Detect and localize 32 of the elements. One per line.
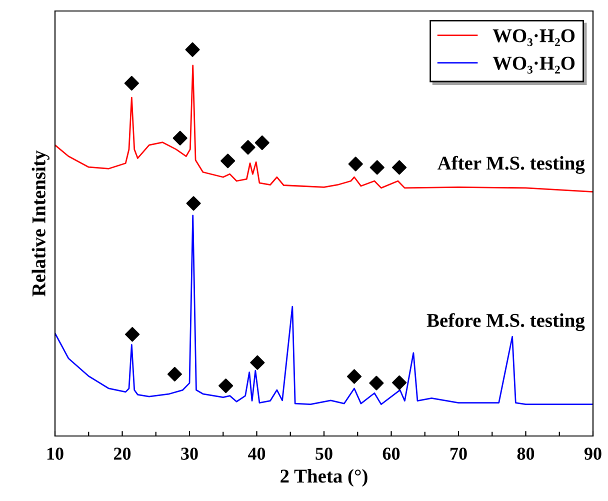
point xyxy=(167,366,182,382)
x-tick-label: 70 xyxy=(450,448,467,460)
point xyxy=(172,130,188,146)
point xyxy=(369,376,384,390)
point xyxy=(392,375,407,390)
point xyxy=(185,42,200,57)
annotation: After M.S. testing xyxy=(438,156,585,174)
x-tick-label: 80 xyxy=(517,448,534,460)
x-tick-label: 50 xyxy=(316,448,332,460)
point xyxy=(218,378,234,394)
point xyxy=(348,156,363,172)
x-tick-label: 40 xyxy=(248,448,266,460)
point xyxy=(346,369,362,384)
point xyxy=(124,76,139,91)
x-axis-title: 2 Theta (°) xyxy=(280,469,368,487)
point xyxy=(392,160,407,175)
point xyxy=(125,327,140,342)
x-tick-label: 60 xyxy=(382,448,400,460)
point xyxy=(240,140,256,155)
legend-label: WO₃·H₂O xyxy=(492,29,575,46)
point xyxy=(250,355,265,370)
annotation: Before M.S. testing xyxy=(426,313,585,332)
x-tick-label: 20 xyxy=(114,448,131,460)
point xyxy=(186,196,201,211)
point xyxy=(220,154,236,168)
legend-label: WO₃·H₂O xyxy=(492,56,575,74)
x-tick-label: 10 xyxy=(47,448,64,460)
x-tick-label: 30 xyxy=(181,448,198,460)
y-axis-title: Relative Intensity xyxy=(32,150,50,296)
x-tick-label: 90 xyxy=(584,448,602,460)
point xyxy=(370,160,384,175)
point xyxy=(254,135,270,150)
